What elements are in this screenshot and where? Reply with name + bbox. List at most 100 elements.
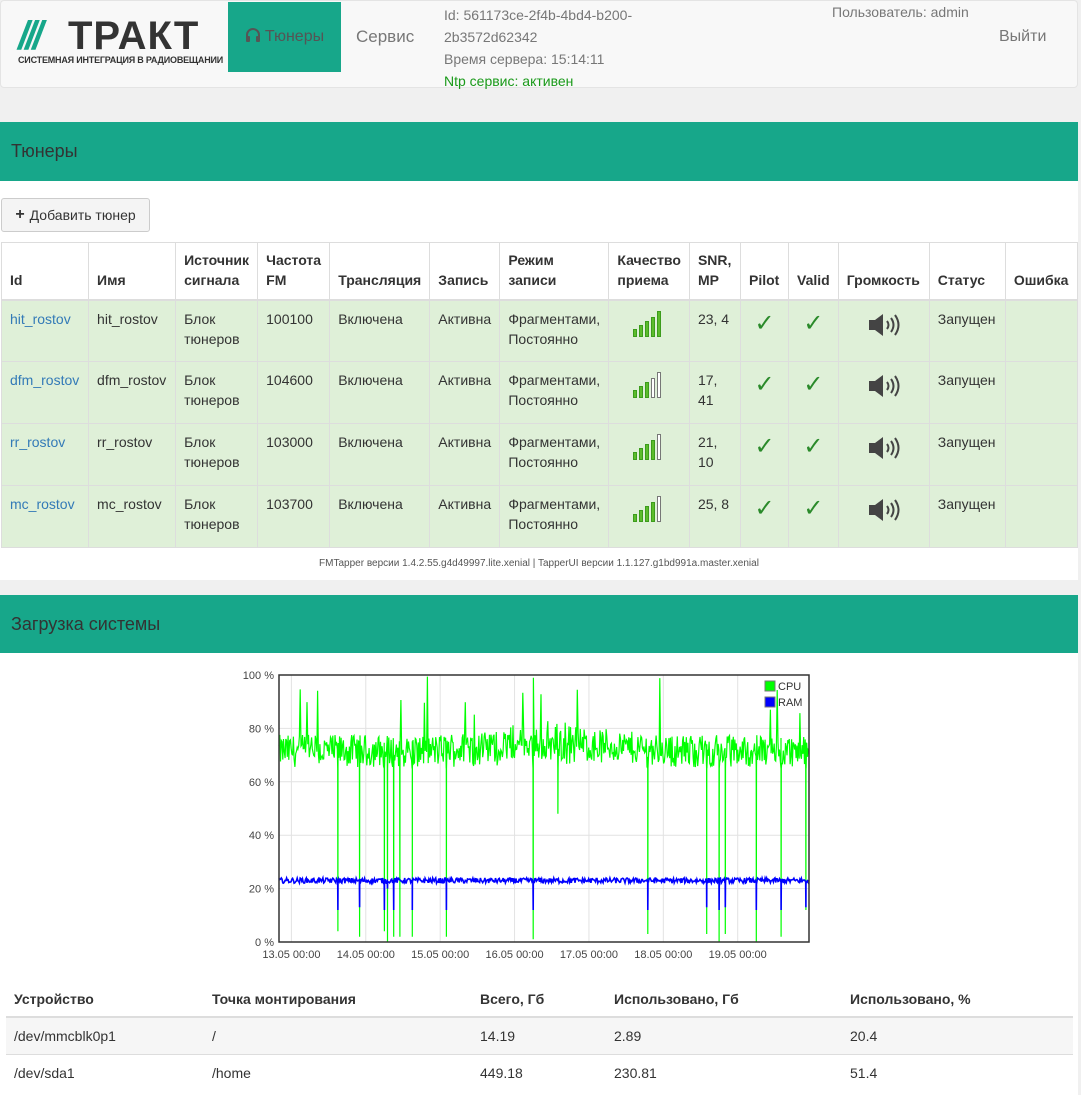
tuner-mode-cell: Фрагментами, Постоянно [499, 423, 610, 486]
series-line-ram [278, 874, 810, 911]
tuner-id-link[interactable]: mc_rostov [10, 496, 75, 512]
tuner-name: hit_rostov [97, 310, 158, 327]
nav-tuners-label: Тюнеры [264, 28, 325, 45]
load-chart: 0 % 20 % 40 % 60 % 80 % 100 % 13.05 00:00 14.05… [243, 670, 810, 961]
tuner-name: rr_rostov [97, 434, 153, 450]
server-id-line1: Id: 561173ce-2f4b-4bd4-b200- [444, 7, 633, 23]
load-panel: Загрузка системы 0 % 20 % 40 % 60 % 80 % 100 … [0, 595, 1078, 1095]
tuner-pilot-cell: ✓ [739, 485, 790, 548]
y-tick-label: 20 % [249, 884, 274, 896]
nav-service[interactable]: Сервис [356, 27, 415, 46]
disk-column-header: Всего, Гб [472, 981, 606, 1018]
tuner-valid-cell: ✓ [788, 299, 839, 362]
tuner-row: dfm_rostov dfm_rostov Блок тюнеров 104600 Вк… [0, 361, 1079, 424]
signal-bar [639, 510, 644, 522]
tuner-snr-cell: 21, 10 [688, 423, 741, 486]
signal-quality-icon [633, 494, 662, 522]
speaker-icon[interactable] [847, 497, 921, 528]
tuner-id-cell: mc_rostov [0, 485, 90, 548]
y-tick-label: 60 % [249, 777, 274, 789]
tuner-status-cell: Запущен [928, 423, 1006, 486]
tuner-row: rr_rostov rr_rostov Блок тюнеров 103000 Вклю… [0, 423, 1079, 486]
tuner-record-mode: Фрагментами, Постоянно [508, 496, 601, 532]
column-header: Частота FM [257, 242, 331, 301]
disk-column-header: Устройство [6, 981, 204, 1018]
column-header: Громкость [837, 242, 930, 301]
disk-cell: 51.4 [842, 1053, 1073, 1091]
disk-cell: / [204, 1016, 472, 1054]
tuner-record-mode: Фрагментами, Постоянно [508, 310, 601, 347]
tuner-broadcast: Включена [338, 496, 403, 512]
signal-bar [633, 328, 638, 337]
tuner-id-link[interactable]: rr_rostov [10, 434, 66, 450]
logo-mark: /// [18, 14, 43, 58]
signal-bar [645, 382, 650, 398]
tuners-panel: Тюнеры + Добавить тюнер Id Имя Источник си… [0, 122, 1079, 580]
logo[interactable]: /// ТРАКТ СИСТЕМНАЯ ИНТЕГРАЦИЯ В РАДИОВЕ… [18, 14, 223, 69]
tuner-source: Блок тюнеров [184, 434, 240, 470]
x-tick-label: 14.05 00:00 [337, 949, 395, 961]
tuner-id-cell: dfm_rostov [0, 361, 90, 424]
tuner-id-link[interactable]: dfm_rostov [10, 372, 80, 388]
tuner-record-mode: Фрагментами, Постоянно [508, 372, 601, 408]
pilot-check-icon: ✓ [754, 433, 775, 460]
signal-bar [645, 506, 650, 522]
disk-row: /dev/sda1/home 449.18 230.81 51.4 [6, 1053, 1073, 1091]
tuner-broadcast: Включена [338, 434, 403, 450]
tuner-id-link[interactable]: hit_rostov [10, 310, 71, 327]
tuner-volume-cell[interactable] [837, 423, 930, 486]
speaker-icon[interactable] [847, 435, 921, 466]
load-panel-title: Загрузка системы [0, 595, 1078, 653]
tuner-error-cell [1004, 423, 1079, 486]
disk-column-header: Использовано, Гб [606, 981, 842, 1018]
tuner-record-cell: Активна [429, 299, 501, 362]
tuner-pilot-cell: ✓ [739, 299, 790, 362]
tuner-name-cell: mc_rostov [88, 485, 177, 548]
tuner-snr-cell: 17, 41 [688, 361, 741, 424]
disk-column-header: Точка монтирования [204, 981, 472, 1018]
tuner-broadcast-cell: Включена [329, 485, 431, 548]
nav-tuners[interactable]: Тюнеры [228, 2, 341, 72]
tuner-volume-cell[interactable] [837, 361, 930, 424]
disks-table: Устройство Точка монтирования Всего, Гб Исп… [6, 981, 1073, 1091]
tuner-record-mode: Фрагментами, Постоянно [508, 434, 601, 470]
speaker-icon[interactable] [847, 312, 921, 343]
tuner-volume-cell[interactable] [837, 485, 930, 548]
valid-check-icon: ✓ [803, 495, 824, 522]
tuner-snr-mp: 25, 8 [697, 496, 730, 512]
tuner-source-cell: Блок тюнеров [175, 485, 259, 548]
tuner-pilot-cell: ✓ [739, 423, 790, 486]
signal-bar [651, 440, 656, 460]
add-tuner-button[interactable]: + Добавить тюнер [1, 198, 150, 232]
tuner-record: Активна [438, 310, 492, 327]
speaker-icon[interactable] [847, 373, 921, 404]
tuner-frequency: 104600 [266, 372, 313, 388]
signal-bar [633, 452, 638, 460]
signal-bar [651, 502, 656, 522]
tuner-mode-cell: Фрагментами, Постоянно [499, 361, 610, 424]
tuner-volume-cell[interactable] [837, 299, 930, 362]
disk-cell: 449.18 [472, 1053, 606, 1091]
signal-bar [657, 310, 662, 337]
disk-row: /dev/mmcblk0p1/14.19 2.89 20.4 [6, 1016, 1073, 1054]
tuner-freq-cell: 103000 [257, 423, 331, 486]
disk-cell: /dev/mmcblk0p1 [6, 1016, 204, 1054]
tuner-record-cell: Активна [429, 423, 501, 486]
tuner-mode-cell: Фрагментами, Постоянно [499, 485, 610, 548]
column-header: Качество приема [608, 242, 690, 301]
pilot-check-icon: ✓ [754, 309, 775, 337]
valid-check-icon: ✓ [803, 433, 824, 460]
logout-link[interactable]: Выйти [999, 28, 1047, 45]
tuner-snr-mp: 17, 41 [697, 372, 718, 408]
column-header: Pilot [739, 242, 790, 301]
plus-icon: + [15, 206, 25, 223]
signal-bar [633, 514, 638, 522]
tuner-record-cell: Активна [429, 485, 501, 548]
pilot-check-icon: ✓ [754, 371, 775, 398]
column-header: SNR, MP [688, 242, 741, 301]
column-header: Ошибка [1004, 242, 1079, 301]
disk-cell: 20.4 [842, 1016, 1073, 1054]
signal-bar [639, 324, 644, 337]
legend-swatch [764, 696, 776, 708]
add-tuner-label: Добавить тюнер [29, 207, 136, 223]
